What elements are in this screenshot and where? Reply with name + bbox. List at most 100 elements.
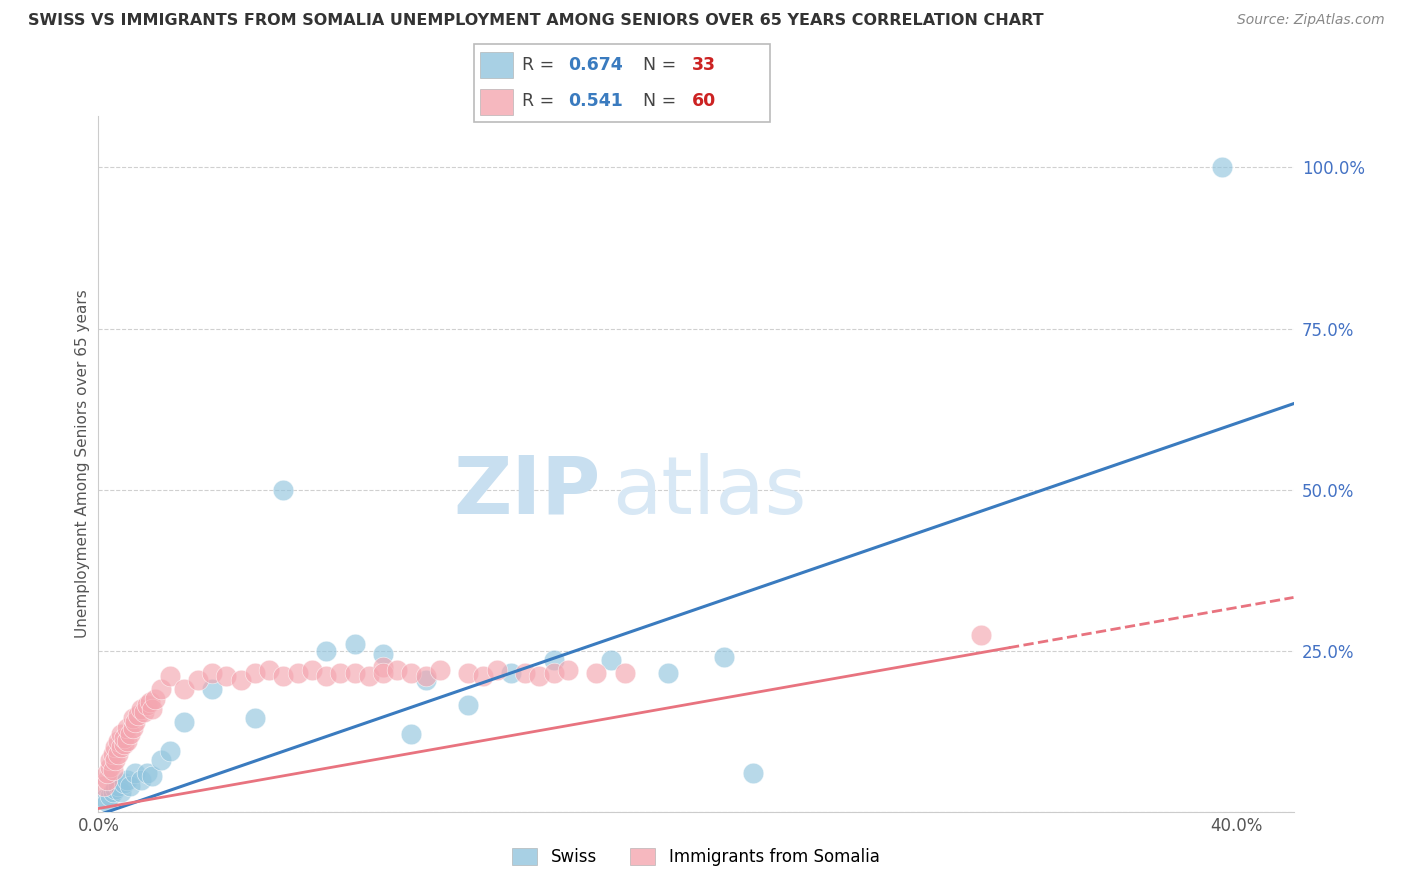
Point (515, 666, 537, 681)
Point (343, 666, 366, 681)
Point (110, 785, 132, 799)
Point (112, 731, 135, 745)
FancyBboxPatch shape (479, 88, 513, 115)
Text: SWISS VS IMMIGRANTS FROM SOMALIA UNEMPLOYMENT AMONG SENIORS OVER 65 YEARS CORREL: SWISS VS IMMIGRANTS FROM SOMALIA UNEMPLO… (28, 13, 1043, 29)
Point (415, 673, 437, 687)
Point (110, 727, 132, 741)
Point (129, 772, 152, 787)
Point (115, 734, 138, 748)
Point (613, 666, 636, 681)
Point (201, 666, 224, 681)
Point (585, 666, 607, 681)
Point (124, 714, 146, 729)
Point (101, 763, 124, 777)
Point (969, 627, 991, 641)
Point (96, 795, 118, 809)
Point (485, 663, 508, 677)
Point (257, 663, 280, 677)
Point (371, 666, 394, 681)
Point (371, 647, 394, 661)
Point (287, 666, 309, 681)
Point (201, 682, 224, 697)
Point (141, 701, 163, 715)
Point (543, 666, 565, 681)
Point (121, 711, 143, 725)
Point (115, 772, 138, 787)
Point (93, 792, 115, 806)
Point (315, 643, 337, 657)
FancyBboxPatch shape (479, 52, 513, 78)
Point (112, 775, 135, 790)
Point (557, 663, 579, 677)
Point (243, 666, 266, 681)
Point (159, 669, 181, 683)
Point (415, 669, 437, 683)
Text: 33: 33 (692, 56, 716, 74)
Point (457, 666, 479, 681)
Point (273, 483, 295, 497)
Point (96, 772, 118, 787)
Point (107, 747, 129, 761)
Point (118, 727, 141, 741)
Point (104, 740, 127, 755)
Point (215, 669, 238, 683)
Text: ZIP: ZIP (453, 452, 600, 531)
Text: N =: N = (644, 93, 682, 111)
Point (713, 650, 735, 665)
Point (104, 782, 127, 797)
Text: 0.541: 0.541 (568, 93, 623, 111)
Point (124, 766, 146, 780)
Text: R =: R = (523, 93, 560, 111)
Point (529, 669, 551, 683)
Point (499, 666, 522, 681)
Point (129, 701, 152, 715)
Point (104, 753, 127, 767)
Point (657, 666, 679, 681)
Text: atlas: atlas (613, 452, 807, 531)
Point (135, 698, 157, 713)
Text: N =: N = (644, 56, 682, 74)
Y-axis label: Unemployment Among Seniors over 65 years: Unemployment Among Seniors over 65 years (75, 290, 90, 638)
Point (429, 663, 451, 677)
FancyBboxPatch shape (474, 44, 770, 122)
Legend: Swiss, Immigrants from Somalia: Swiss, Immigrants from Somalia (506, 841, 886, 873)
Point (138, 695, 160, 709)
Point (98, 753, 121, 767)
Point (132, 705, 155, 719)
Point (115, 721, 138, 735)
Point (371, 660, 394, 674)
Point (599, 653, 621, 667)
Point (243, 711, 266, 725)
Point (471, 669, 494, 683)
Point (101, 747, 124, 761)
Text: 60: 60 (692, 93, 716, 111)
Point (141, 769, 163, 783)
Point (110, 740, 132, 755)
Point (150, 753, 173, 767)
Point (98, 789, 121, 803)
Point (121, 721, 143, 735)
Point (273, 669, 295, 683)
Point (315, 669, 337, 683)
Point (301, 663, 323, 677)
Point (135, 766, 157, 780)
Point (107, 734, 129, 748)
Text: R =: R = (523, 56, 560, 74)
Point (173, 714, 195, 729)
Point (98, 759, 121, 773)
Point (741, 766, 763, 780)
Point (357, 669, 380, 683)
Point (343, 637, 366, 651)
Point (457, 698, 479, 713)
Point (329, 666, 352, 681)
Point (96, 766, 118, 780)
Point (401, 727, 423, 741)
Point (150, 682, 173, 697)
Point (127, 708, 149, 723)
Point (229, 673, 252, 687)
Point (543, 653, 565, 667)
Point (112, 737, 135, 751)
Text: Source: ZipAtlas.com: Source: ZipAtlas.com (1237, 13, 1385, 28)
Point (401, 666, 423, 681)
Point (173, 682, 195, 697)
